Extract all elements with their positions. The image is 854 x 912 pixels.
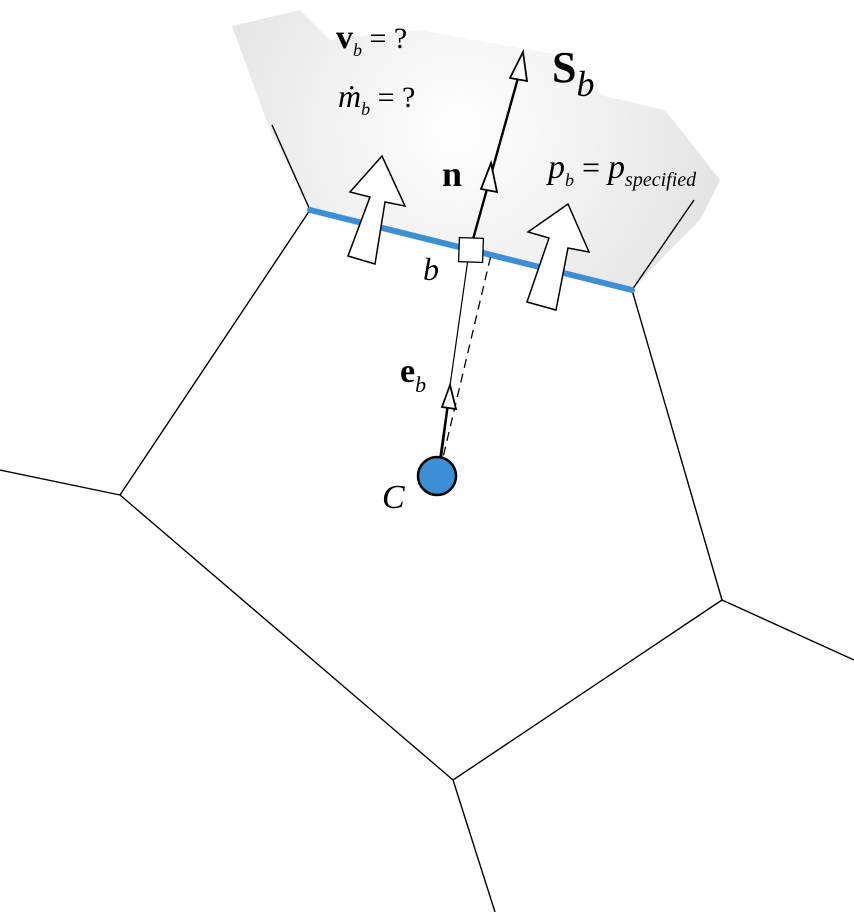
- label-eb-main: e: [400, 353, 415, 390]
- label-pb-sub: b: [565, 170, 574, 190]
- mesh-edge: [0, 469, 121, 496]
- mesh-edge: [631, 199, 695, 291]
- mesh-edge: [721, 599, 854, 661]
- label-mdot-sub: b: [361, 99, 370, 119]
- flow-arrow-right: [526, 202, 591, 311]
- face-center-square-icon: [457, 236, 485, 264]
- mesh-edge: [452, 599, 723, 781]
- eb-vector-shaft: [439, 403, 450, 459]
- label-mdot-main: ṁ: [338, 78, 361, 114]
- mesh-edge: [631, 289, 723, 601]
- label-pb-main: p: [546, 149, 565, 186]
- mesh-edge: [119, 494, 454, 781]
- label-vb-rest: = ?: [362, 22, 407, 55]
- flow-arrow-left: [347, 154, 407, 265]
- label-mdot-rest: = ?: [370, 81, 415, 114]
- label-c: C: [382, 479, 405, 516]
- centroid-circle-icon: [416, 455, 458, 497]
- label-pb-rhs: p: [606, 149, 625, 186]
- label-vb: vb = ?: [336, 19, 407, 60]
- label-n: n: [442, 154, 462, 194]
- sb-arrowhead-icon: [508, 48, 529, 83]
- label-sb: Sb: [552, 43, 594, 104]
- mesh-edge: [119, 209, 311, 496]
- sb-vector-shaft: [468, 77, 520, 251]
- sb-dashed-line: [439, 254, 492, 471]
- mesh-edge: [452, 779, 496, 912]
- eb-arrowhead-icon: [440, 381, 458, 411]
- mesh-edge: [271, 124, 311, 211]
- label-pb-rhs-sub: specified: [625, 169, 697, 191]
- label-pb-eq: =: [574, 149, 608, 185]
- label-sb-sub: b: [576, 64, 594, 104]
- n-arrowhead-icon: [479, 159, 499, 194]
- label-vb-main: v: [336, 19, 353, 56]
- label-pb: pb = pspecified: [546, 149, 697, 191]
- label-eb-sub: b: [415, 372, 426, 397]
- label-eb: eb: [400, 353, 426, 397]
- label-mdot: ṁb = ?: [338, 78, 415, 119]
- mesh: [0, 124, 854, 912]
- label-vb-sub: b: [353, 40, 362, 60]
- label-b: b: [423, 251, 439, 287]
- label-sb-main: S: [552, 43, 576, 92]
